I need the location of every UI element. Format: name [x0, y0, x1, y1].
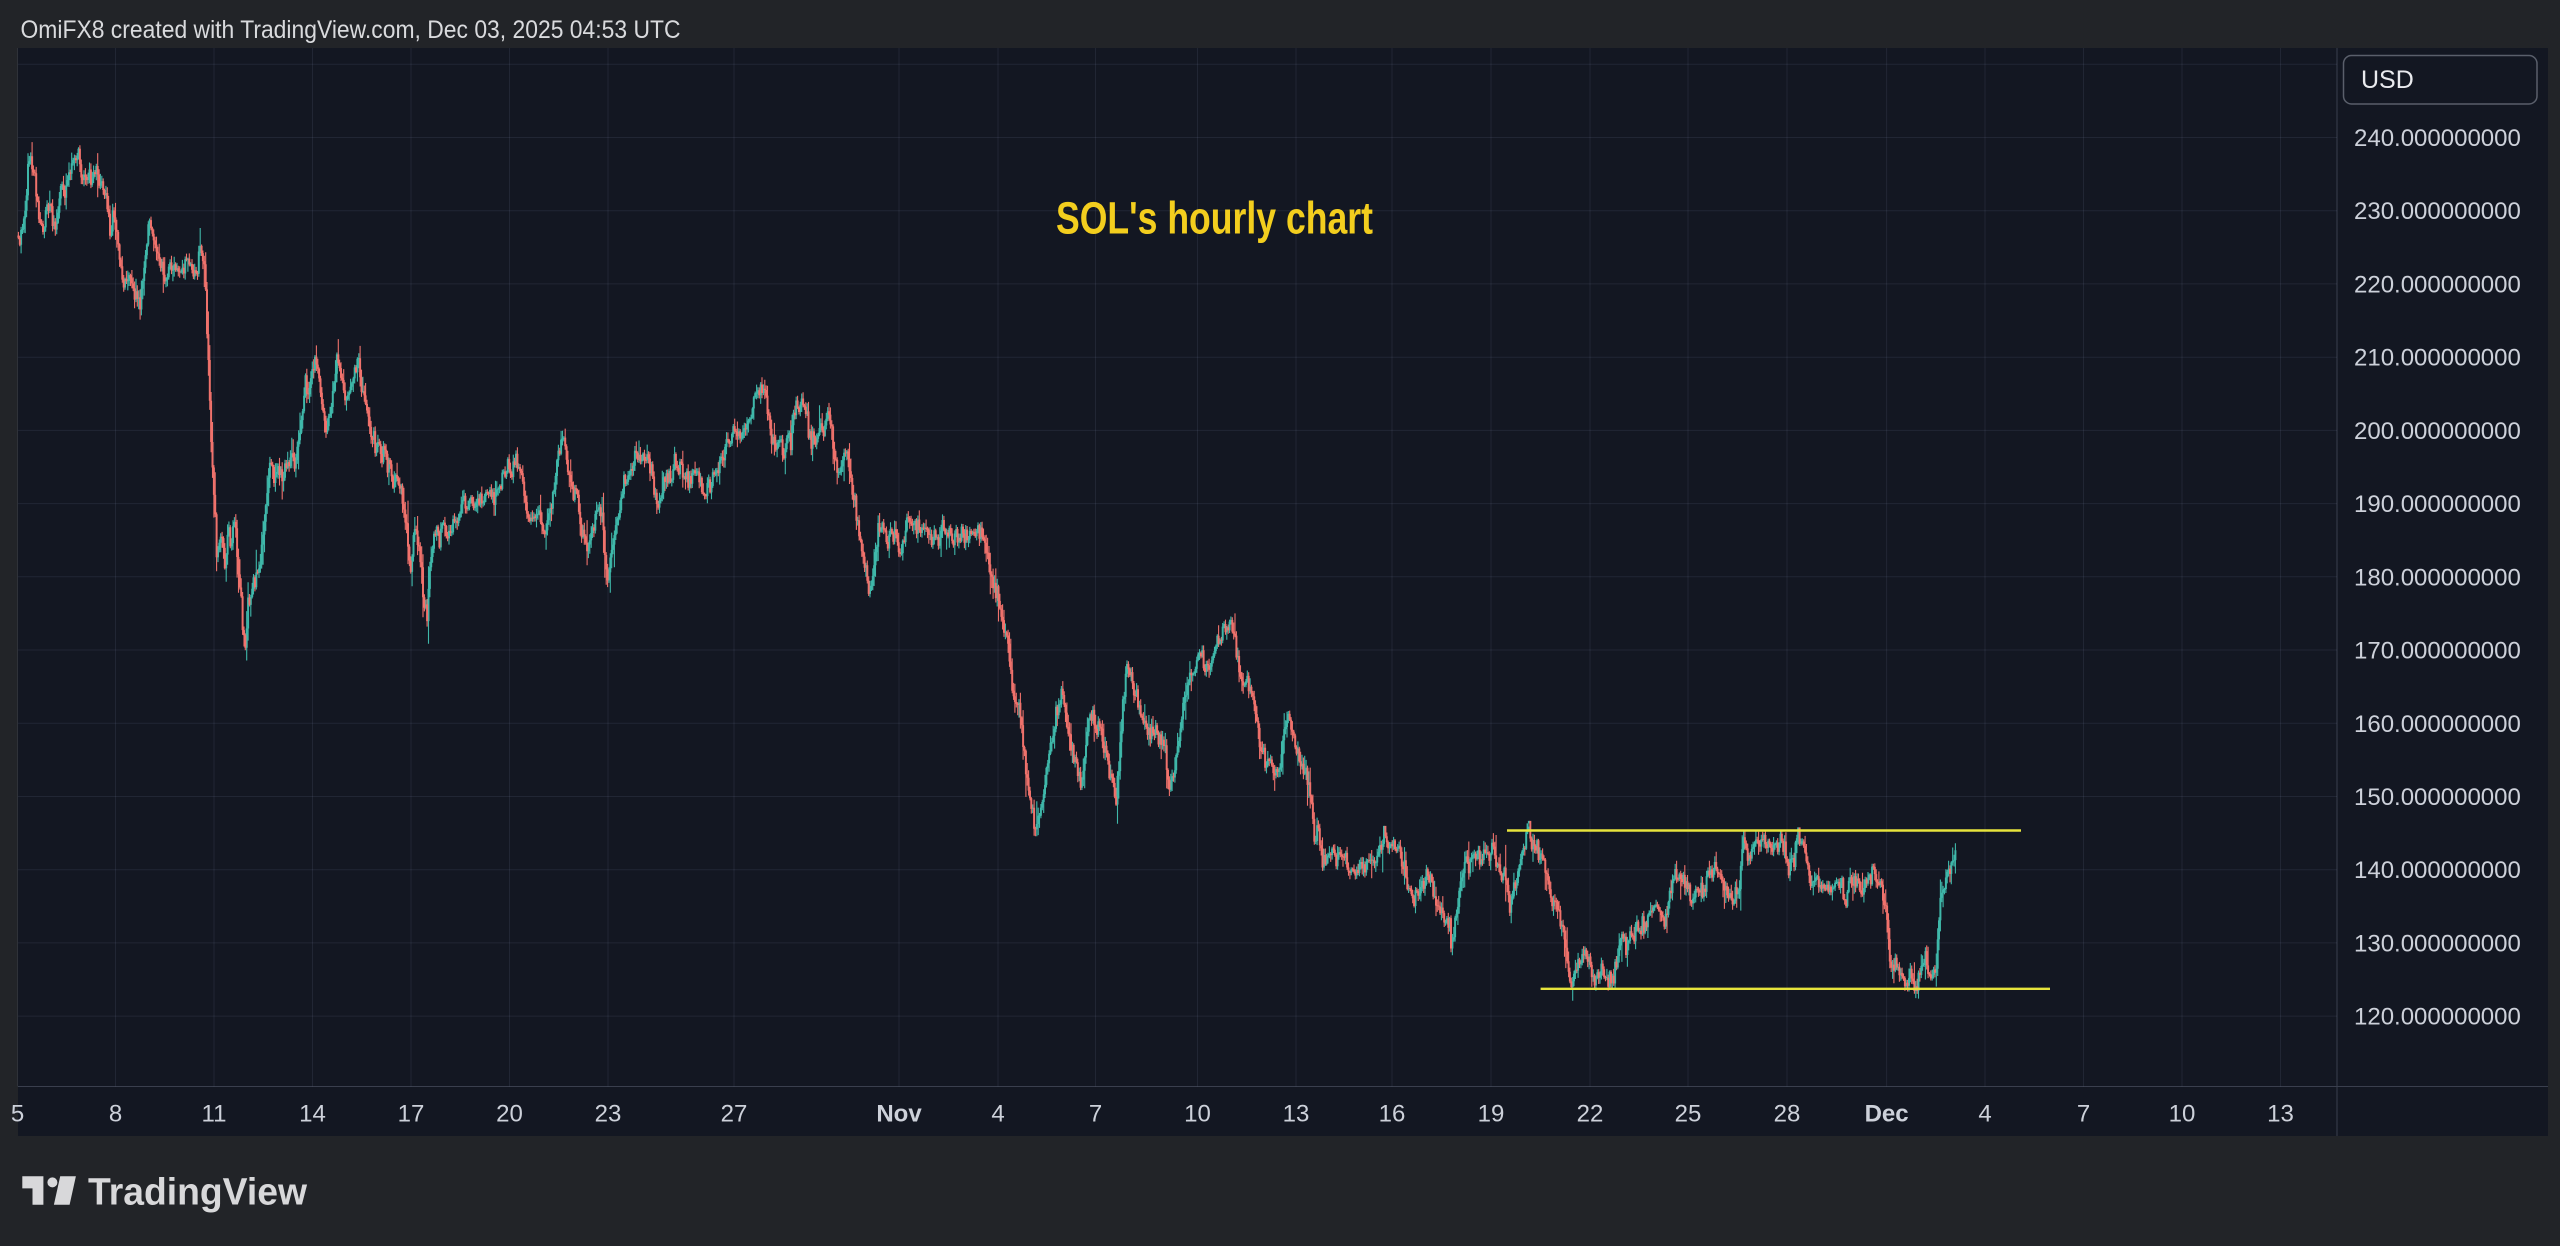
svg-text:210.000000000: 210.000000000 [2354, 345, 2521, 372]
svg-text:11: 11 [202, 1101, 227, 1128]
svg-text:140.000000000: 140.000000000 [2354, 857, 2521, 884]
svg-text:Nov: Nov [876, 1101, 922, 1128]
svg-text:SOL's hourly chart: SOL's hourly chart [1056, 193, 1373, 244]
svg-text:240.000000000: 240.000000000 [2354, 125, 2521, 152]
svg-text:180.000000000: 180.000000000 [2354, 564, 2521, 591]
svg-text:17: 17 [398, 1101, 425, 1128]
svg-text:13: 13 [2267, 1101, 2294, 1128]
svg-text:22: 22 [1577, 1101, 1604, 1128]
svg-text:8: 8 [109, 1101, 122, 1128]
svg-text:4: 4 [991, 1101, 1004, 1128]
svg-text:20: 20 [496, 1101, 523, 1128]
svg-text:13: 13 [1283, 1101, 1310, 1128]
svg-text:16: 16 [1379, 1101, 1406, 1128]
svg-text:23: 23 [595, 1101, 622, 1128]
svg-text:4: 4 [1978, 1101, 1991, 1128]
svg-text:200.000000000: 200.000000000 [2354, 418, 2521, 445]
svg-text:10: 10 [1184, 1101, 1211, 1128]
svg-text:19: 19 [1478, 1101, 1505, 1128]
svg-text:220.000000000: 220.000000000 [2354, 271, 2521, 298]
svg-text:5: 5 [11, 1101, 24, 1128]
svg-text:28: 28 [1774, 1101, 1801, 1128]
svg-text:160.000000000: 160.000000000 [2354, 711, 2521, 738]
svg-text:27: 27 [721, 1101, 748, 1128]
svg-text:170.000000000: 170.000000000 [2354, 638, 2521, 665]
svg-text:120.000000000: 120.000000000 [2354, 1004, 2521, 1031]
svg-text:OmiFX8 created with TradingVie: OmiFX8 created with TradingView.com, Dec… [21, 16, 681, 44]
svg-text:USD: USD [2361, 66, 2414, 94]
svg-text:Dec: Dec [1865, 1101, 1909, 1128]
svg-text:230.000000000: 230.000000000 [2354, 198, 2521, 225]
svg-text:25: 25 [1675, 1101, 1702, 1128]
svg-text:7: 7 [1089, 1101, 1102, 1128]
svg-text:10: 10 [2169, 1101, 2196, 1128]
svg-text:130.000000000: 130.000000000 [2354, 930, 2521, 957]
svg-text:7: 7 [2077, 1101, 2090, 1128]
svg-text:TradingView: TradingView [88, 1172, 307, 1214]
svg-text:190.000000000: 190.000000000 [2354, 491, 2521, 518]
svg-text:150.000000000: 150.000000000 [2354, 784, 2521, 811]
svg-text:14: 14 [299, 1101, 326, 1128]
